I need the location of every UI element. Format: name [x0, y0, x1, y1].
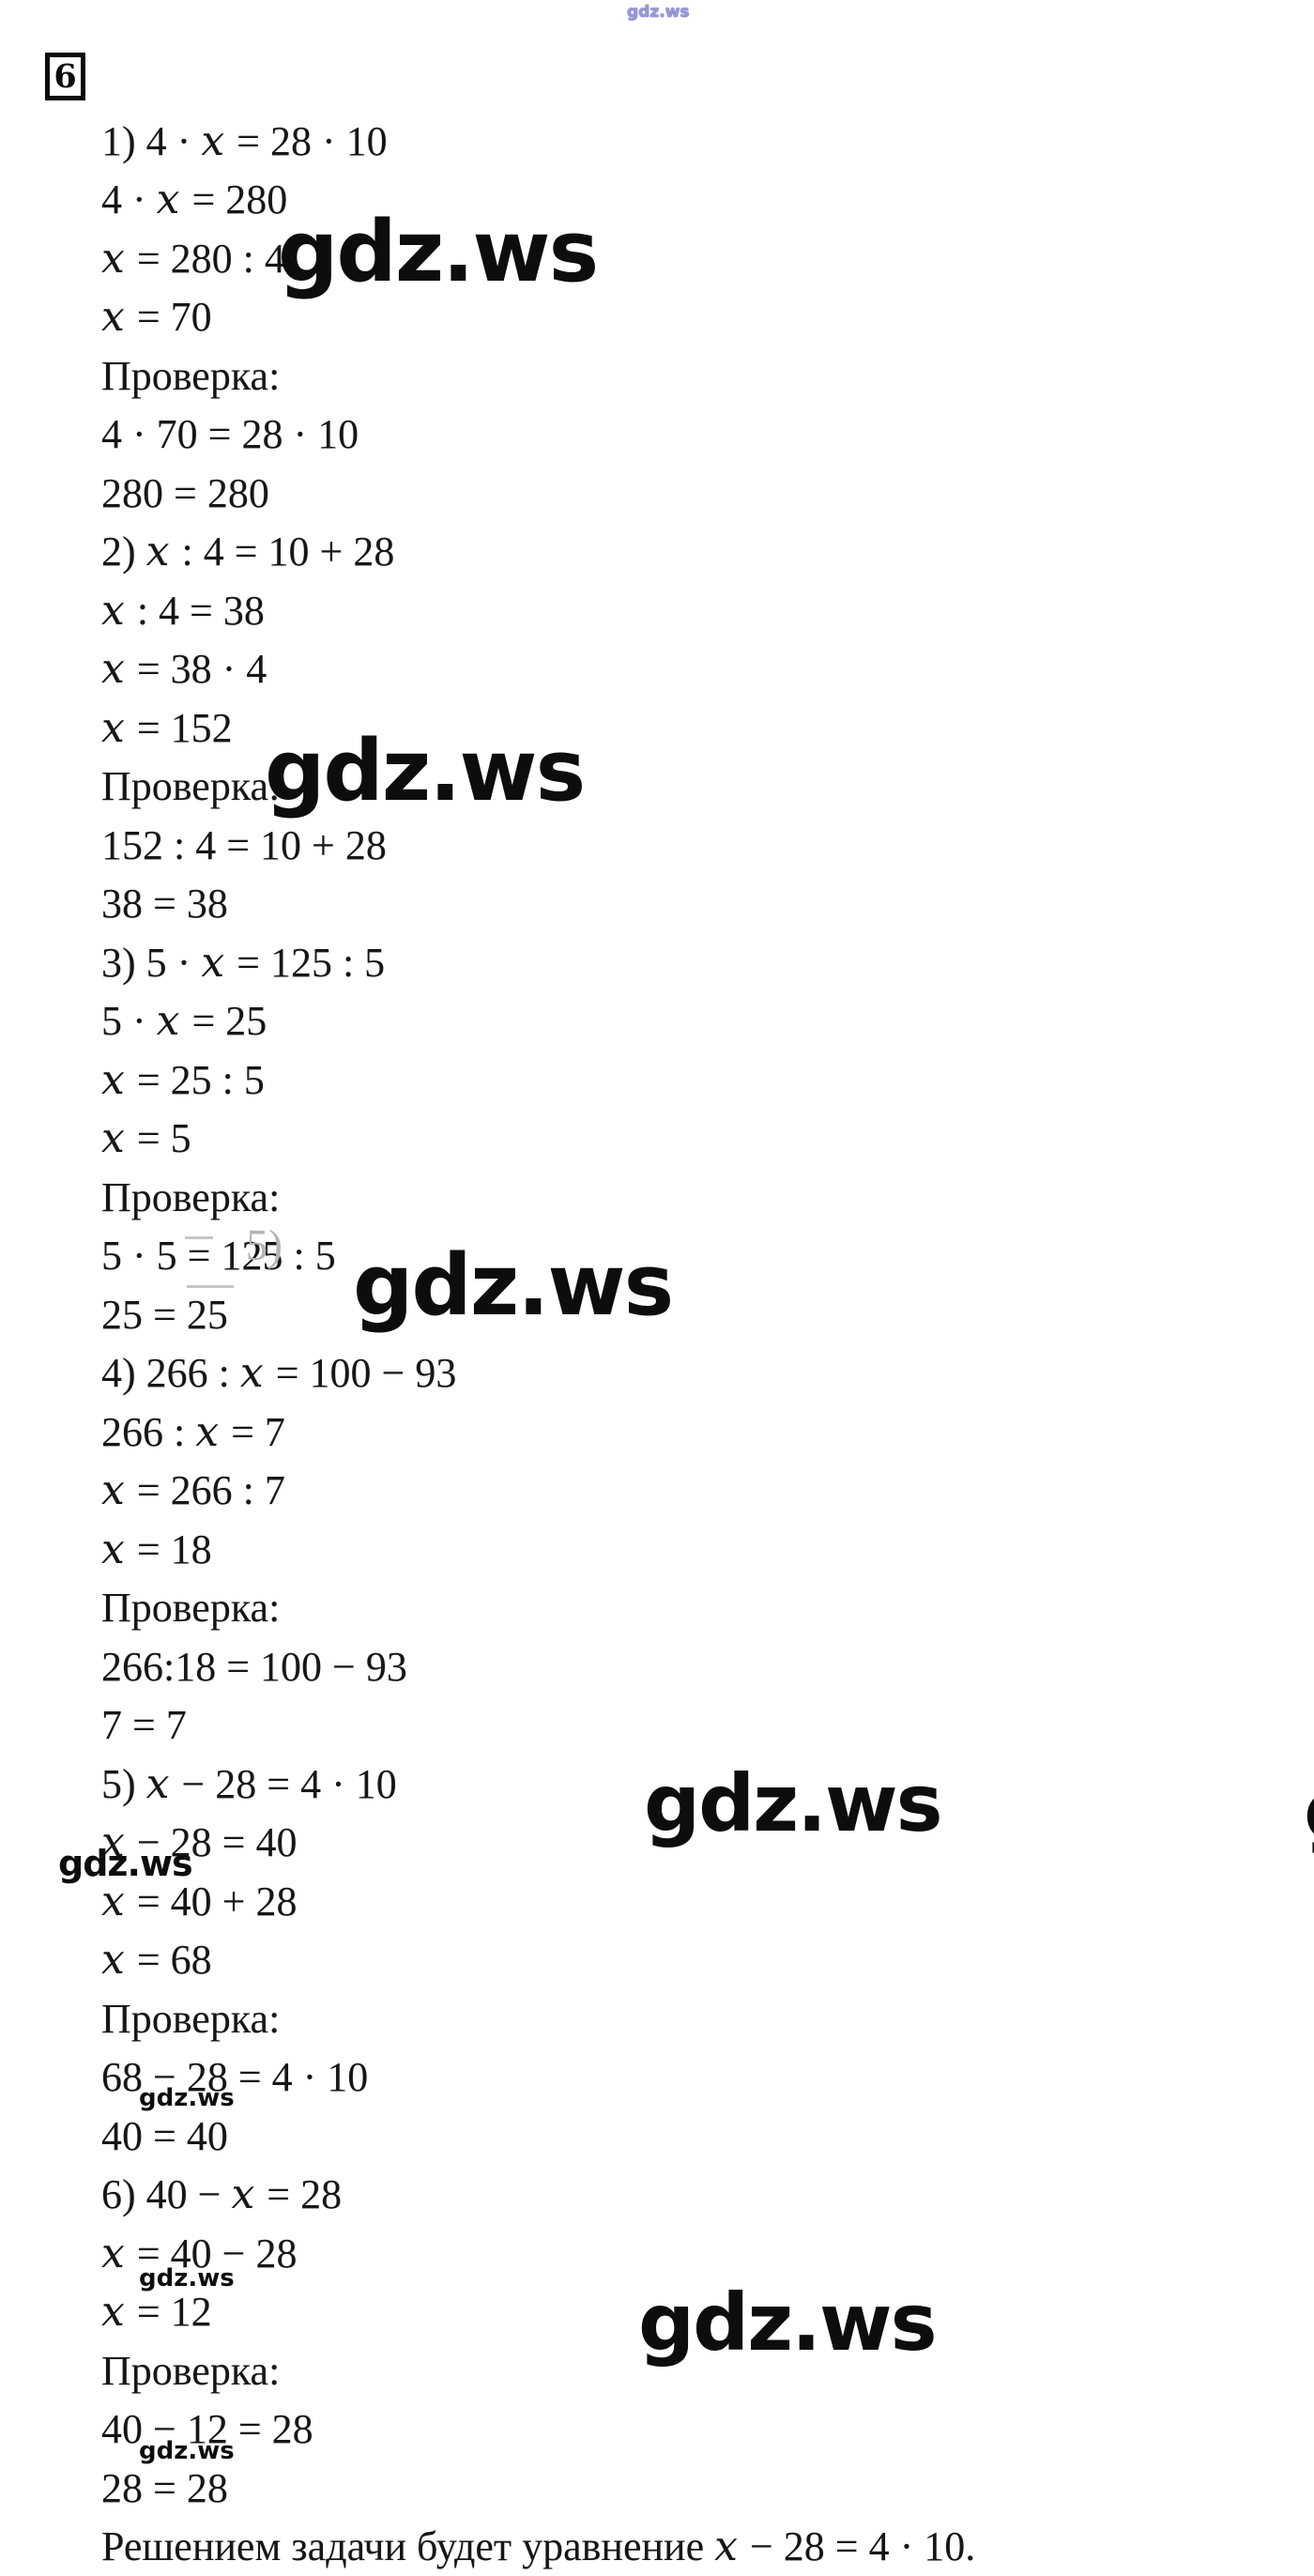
ghost-overlay-five-paren: 5): [245, 1219, 283, 1271]
solution-line: 266 : x = 7: [101, 1403, 1134, 1462]
solution-line: 40 − 12 = 28: [101, 2400, 1134, 2460]
solution-line: 280 = 280: [101, 464, 1134, 523]
solution-line: x = 40 + 28: [101, 1872, 1134, 1931]
gdzws-watermark-large-4: gdz.ws: [644, 1764, 941, 1843]
solution-line: 266:18 = 100 − 93: [101, 1637, 1134, 1696]
solution-line: 5 · x = 25: [101, 992, 1134, 1051]
solution-line: x = 70: [101, 288, 1134, 347]
solution-line: 152 : 4 = 10 + 28: [101, 816, 1134, 875]
gdzws-watermark-small-2: gdz.ws: [139, 2266, 235, 2291]
ghost-overlay-overline: [187, 1285, 234, 1288]
solution-line: Проверка:: [101, 346, 1134, 406]
solution-line: x = 18: [101, 1520, 1134, 1579]
solution-line: 68 − 28 = 4 · 10: [101, 2048, 1134, 2108]
gdzws-watermark-small-1: gdz.ws: [139, 2086, 235, 2110]
gdzws-watermark-small-3: gdz.ws: [139, 2439, 235, 2463]
solution-line: 1) 4 · x = 28 · 10: [101, 112, 1134, 171]
solution-line: 5) x − 28 = 4 · 10: [101, 1755, 1134, 1814]
problem-number-box: 6: [45, 53, 85, 100]
solution-line: 3) 5 · x = 125 : 5: [101, 933, 1134, 992]
solution-line: x − 28 = 40: [101, 1814, 1134, 1873]
solution-line: Проверка:: [101, 758, 1134, 817]
gdzws-watermark-edge-fragment: gdz.ws: [1304, 1771, 1314, 1869]
solution-line: x = 5: [101, 1110, 1134, 1169]
gdzws-watermark-large-3: gdz.ws: [353, 1244, 672, 1328]
solution-line: 4) 266 : x = 100 − 93: [101, 1344, 1134, 1403]
gdzws-watermark-top: gdz.ws: [627, 3, 690, 22]
solution-line: 28 = 28: [101, 2459, 1134, 2518]
solution-line: 7 = 7: [101, 1696, 1134, 1756]
solution-line: x = 25 : 5: [101, 1050, 1134, 1110]
solution-line: Проверка:: [101, 2341, 1134, 2400]
solution-line: Проверка:: [101, 1989, 1134, 2048]
gdzws-watermark-large-1: gdz.ws: [278, 210, 597, 295]
solution-line: Проверка:: [101, 1579, 1134, 1638]
solution-line: x = 280 : 4: [101, 229, 1134, 288]
gdzws-watermark-large-5: gdz.ws: [638, 2283, 936, 2362]
gdzws-watermark-medium: gdz.ws: [58, 1846, 192, 1881]
problem-number: 6: [53, 57, 76, 96]
conclusion-text: Решением задачи будет уравнение x − 28 =…: [101, 2518, 1134, 2576]
solution-line: x = 266 : 7: [101, 1462, 1134, 1521]
solution-line: 4 · x = 280: [101, 171, 1134, 230]
ghost-overlay-equals-bar: [185, 1236, 213, 1239]
solution-line: 4 · 70 = 28 · 10: [101, 406, 1134, 465]
solution-line: Проверка:: [101, 1168, 1134, 1227]
solution-line: 2) x : 4 = 10 + 28: [101, 523, 1134, 582]
solution-line: x = 38 · 4: [101, 640, 1134, 699]
solution-line: 38 = 38: [101, 875, 1134, 934]
solution-line: x = 152: [101, 698, 1134, 758]
solution-line: x : 4 = 38: [101, 581, 1134, 640]
solution-line: 40 = 40: [101, 2107, 1134, 2166]
solution-line: x = 68: [101, 1931, 1134, 1990]
solution-line: x = 12: [101, 2283, 1134, 2342]
solution-line: 6) 40 − x = 28: [101, 2166, 1134, 2225]
gdzws-watermark-large-2: gdz.ws: [265, 729, 584, 814]
solution-line: x = 40 − 28: [101, 2224, 1134, 2283]
